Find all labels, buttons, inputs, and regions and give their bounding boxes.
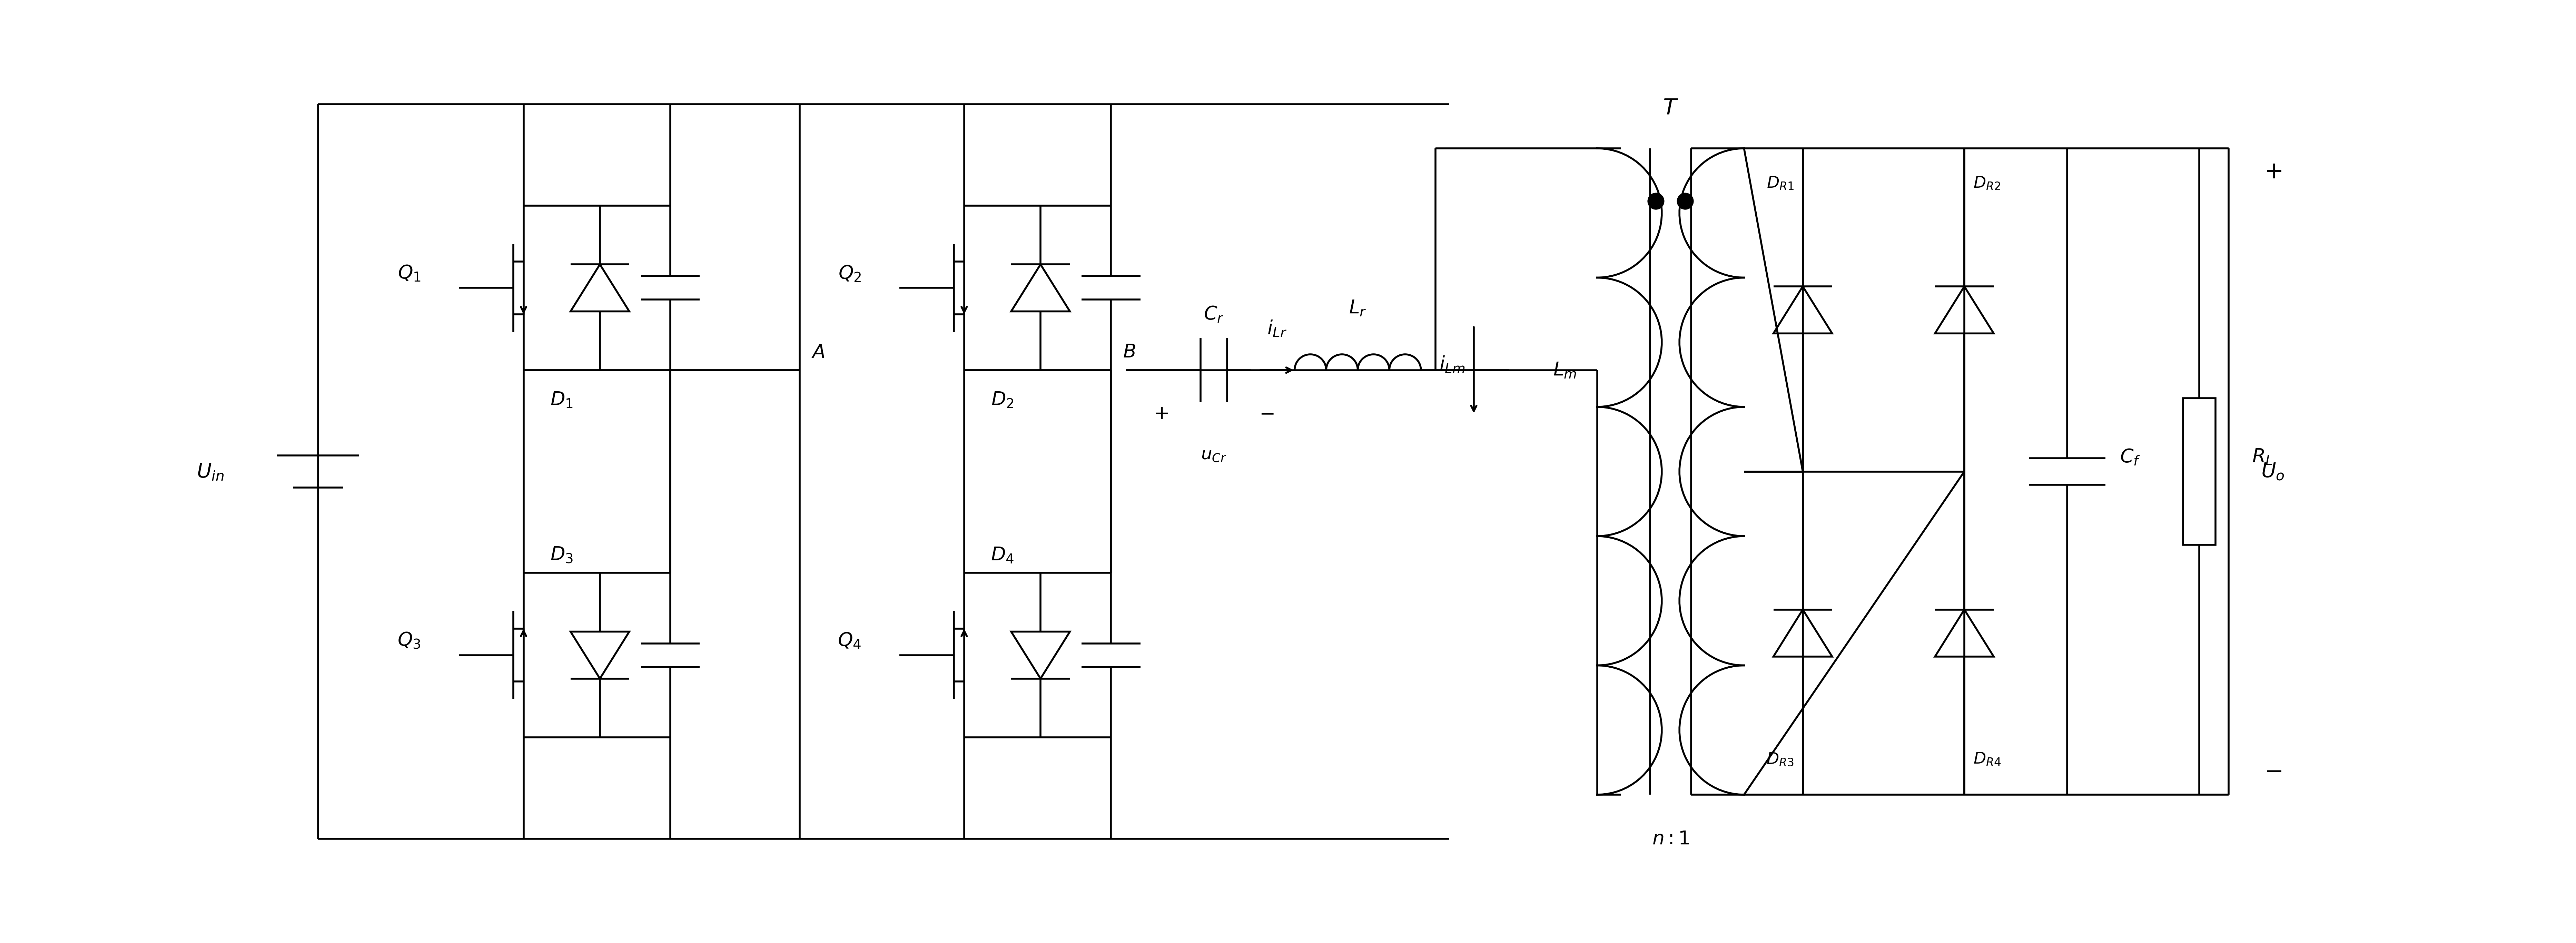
Text: $U_{in}$: $U_{in}$ — [196, 462, 224, 481]
Text: $Q_1$: $Q_1$ — [397, 264, 420, 282]
Text: $n:1$: $n:1$ — [1651, 830, 1690, 848]
Text: $+$: $+$ — [2264, 160, 2282, 183]
Text: $L_r$: $L_r$ — [1350, 299, 1365, 317]
Text: $Q_2$: $Q_2$ — [837, 264, 860, 283]
Circle shape — [1677, 193, 1692, 209]
Text: $Q_3$: $Q_3$ — [397, 631, 420, 650]
Text: $i_{Lm}$: $i_{Lm}$ — [1440, 355, 1466, 373]
Text: $D_4$: $D_4$ — [992, 546, 1015, 564]
Text: $D_{R4}$: $D_{R4}$ — [1973, 752, 2002, 768]
Text: $R_L$: $R_L$ — [2251, 448, 2272, 466]
Text: $L_m$: $L_m$ — [1553, 361, 1577, 379]
Text: $D_{R1}$: $D_{R1}$ — [1767, 175, 1793, 191]
Text: $i_{Lr}$: $i_{Lr}$ — [1267, 319, 1288, 338]
Text: $T$: $T$ — [1662, 97, 1680, 119]
Text: $U_o$: $U_o$ — [2262, 462, 2285, 481]
Text: $D_1$: $D_1$ — [551, 390, 572, 409]
Text: $D_{R3}$: $D_{R3}$ — [1767, 752, 1793, 768]
Text: $B$: $B$ — [1123, 343, 1136, 361]
Text: $C_r$: $C_r$ — [1203, 305, 1224, 323]
Text: $A$: $A$ — [811, 343, 824, 361]
Text: $D_{R2}$: $D_{R2}$ — [1973, 175, 2002, 191]
Text: $Q_4$: $Q_4$ — [837, 631, 860, 650]
Text: $D_2$: $D_2$ — [992, 390, 1012, 409]
Text: $+$: $+$ — [1154, 405, 1170, 423]
Text: $-$: $-$ — [1260, 405, 1275, 423]
Text: $D_3$: $D_3$ — [551, 546, 574, 564]
Bar — [2184, 398, 2215, 545]
Text: $C_f$: $C_f$ — [2120, 448, 2141, 466]
Text: $u_{Cr}$: $u_{Cr}$ — [1200, 447, 1226, 463]
Circle shape — [1649, 193, 1664, 209]
Text: $-$: $-$ — [2264, 760, 2282, 783]
